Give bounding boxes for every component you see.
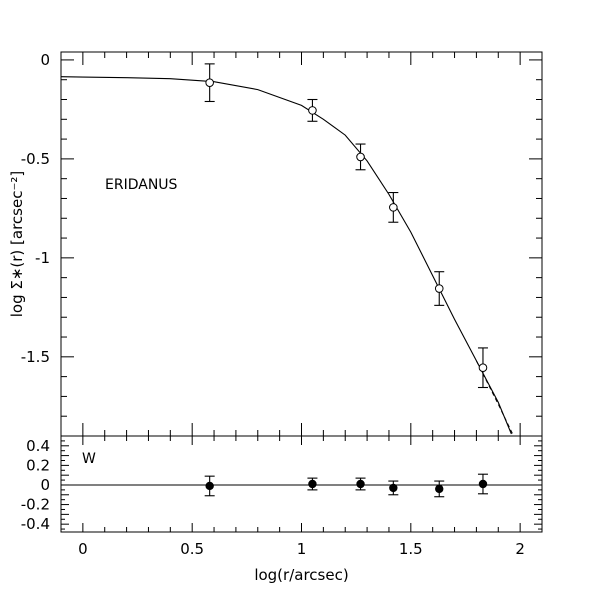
filled-circle-marker xyxy=(435,484,444,494)
x-tick-label: 2 xyxy=(515,540,525,558)
model-curve-dashed xyxy=(475,360,515,437)
model-curve xyxy=(60,76,512,435)
y-tick-label: -0.5 xyxy=(21,150,50,168)
data-point xyxy=(477,347,488,389)
main-axis-ticks xyxy=(60,52,543,437)
x-tick-label: 0.5 xyxy=(180,540,204,558)
y-tick-label: 0.2 xyxy=(26,456,50,474)
filled-circle-marker xyxy=(478,479,488,489)
galaxy-name-label: ERIDANUS xyxy=(105,177,178,193)
residual-points xyxy=(204,473,488,498)
x-tick-labels: 0 0.5 1 1.5 2 xyxy=(78,540,525,558)
residual-panel: 0.40.2 0 -0.2-0.4 0 0.5 1 1.5 2 W xyxy=(21,435,543,558)
residual-label: W xyxy=(82,451,96,467)
residual-point xyxy=(355,477,366,491)
y-axis-label: log Σ∗(r) [arcsec⁻²] xyxy=(8,171,26,318)
data-point xyxy=(434,271,445,306)
surface-density-panel: 0 -0.5 -1 -1.5 ERIDANUS xyxy=(21,51,543,437)
residual-point xyxy=(307,477,318,491)
filled-circle-marker xyxy=(356,479,365,489)
residual-y-tick-labels: 0.40.2 0 -0.2-0.4 xyxy=(21,437,50,533)
data-point xyxy=(388,191,399,223)
residual-point xyxy=(388,480,399,496)
open-circle-marker xyxy=(389,203,398,212)
filled-circle-marker xyxy=(389,483,398,493)
y-tick-label: -0.4 xyxy=(21,515,50,533)
residual-point xyxy=(434,480,445,498)
x-tick-label: 1 xyxy=(297,540,307,558)
open-circle-marker xyxy=(434,284,444,293)
residual-axis-ticks xyxy=(60,435,543,532)
open-circle-marker xyxy=(308,106,317,115)
y-tick-label: -1.5 xyxy=(21,348,50,366)
surface-density-points xyxy=(204,63,488,389)
residual-point xyxy=(204,475,215,497)
y-tick-label: 0 xyxy=(40,476,50,494)
x-tick-label: 1.5 xyxy=(399,540,423,558)
x-tick-label: 0 xyxy=(78,540,88,558)
data-point xyxy=(204,63,215,103)
x-axis-label: log(r/arcsec) xyxy=(254,566,348,584)
open-circle-marker xyxy=(205,78,214,87)
main-axes-frame xyxy=(60,51,543,437)
main-y-tick-labels: 0 -0.5 -1 -1.5 xyxy=(21,51,50,366)
residual-point xyxy=(477,473,488,495)
data-point xyxy=(355,143,366,171)
y-tick-label: -0.2 xyxy=(21,496,50,514)
open-circle-marker xyxy=(478,363,488,373)
filled-circle-marker xyxy=(308,479,317,489)
profile-model-curves xyxy=(60,76,515,437)
data-point xyxy=(307,98,318,122)
y-tick-label: 0.4 xyxy=(26,437,50,455)
y-tick-label: 0 xyxy=(40,51,50,69)
residual-axes-frame xyxy=(60,435,543,533)
y-tick-label: -1 xyxy=(35,249,50,267)
filled-circle-marker xyxy=(205,481,214,491)
open-circle-marker xyxy=(356,152,365,162)
